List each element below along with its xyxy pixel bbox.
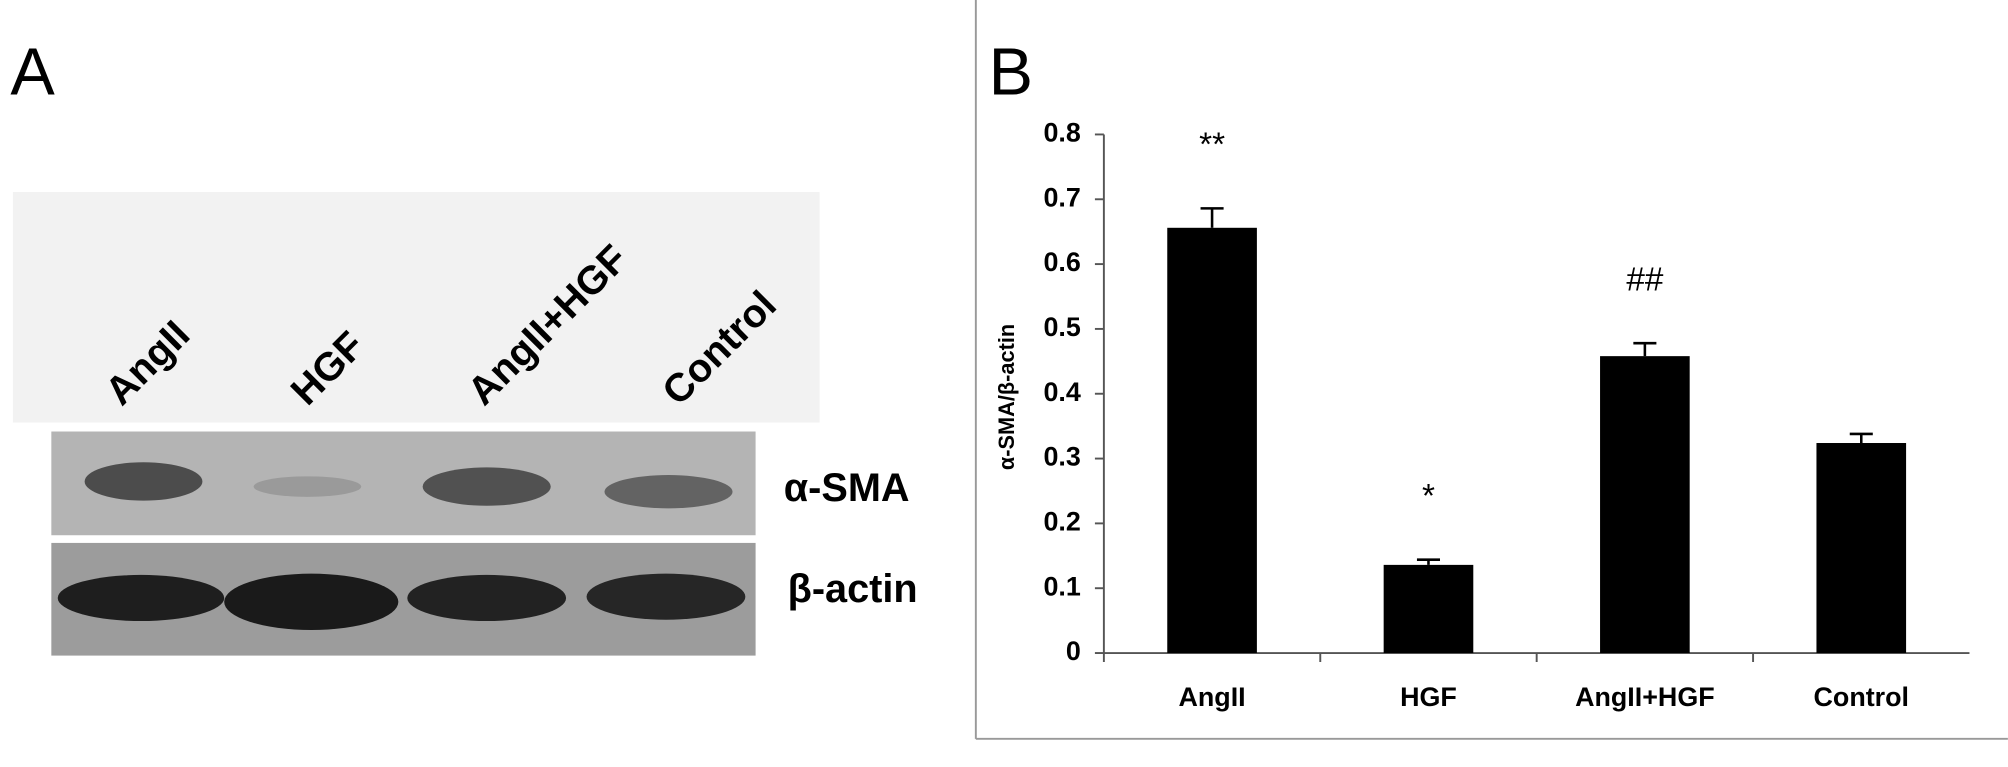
significance-annotation: ## <box>1626 262 1664 299</box>
y-axis-label: α-SMA/β-actin <box>994 324 1019 470</box>
band <box>604 475 733 509</box>
x-tick-label: Control <box>1813 682 1909 712</box>
y-tick-label: 0.1 <box>1043 571 1080 601</box>
band <box>253 476 362 497</box>
band <box>57 574 225 622</box>
bar <box>1167 227 1257 654</box>
y-tick-label: 0.5 <box>1043 312 1080 342</box>
panel-label: A <box>10 35 55 109</box>
bar <box>1816 443 1907 654</box>
band-label: β-actin <box>788 567 918 611</box>
y-tick-label: 0.3 <box>1043 442 1080 472</box>
panel-label: B <box>989 35 1033 109</box>
y-tick-label: 0.2 <box>1043 506 1080 536</box>
y-tick-label: 0.4 <box>1043 377 1080 407</box>
y-tick-label: 0.6 <box>1043 247 1080 277</box>
band <box>586 573 746 620</box>
band <box>407 574 567 622</box>
lane-label-background <box>12 192 820 423</box>
x-tick-label: AngII <box>1178 682 1245 712</box>
significance-annotation: * <box>1422 478 1435 515</box>
band <box>84 462 203 501</box>
bar <box>1383 564 1474 654</box>
x-tick-label: HGF <box>1400 682 1457 712</box>
x-tick-label: AngII+HGF <box>1575 682 1715 712</box>
significance-annotation: ** <box>1199 127 1225 164</box>
band <box>422 467 551 506</box>
bar <box>1600 356 1690 654</box>
y-tick-label: 0 <box>1066 636 1081 666</box>
y-tick-label: 0.7 <box>1043 182 1080 212</box>
band <box>224 573 399 630</box>
y-tick-label: 0.8 <box>1043 118 1080 148</box>
band-label: α-SMA <box>784 466 910 510</box>
